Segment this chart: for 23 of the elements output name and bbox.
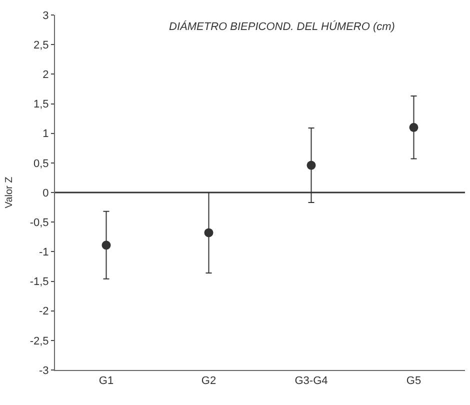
point	[204, 228, 214, 238]
y-tick-label: 0	[42, 187, 49, 200]
y-tick-label: -1	[39, 246, 49, 259]
y-tick-label: -2,5	[30, 335, 49, 348]
x-tick-label: G5	[406, 375, 422, 388]
y-tick-label: 3	[42, 10, 49, 22]
y-tick-label: 2,5	[34, 39, 49, 52]
y-tick-label: -0,5	[30, 216, 49, 229]
text: DIÁMETRO BIEPICOND. DEL HÚMERO (cm)	[169, 20, 396, 33]
point	[409, 122, 418, 132]
x-tick-label: G3-G4	[294, 375, 328, 388]
x-tick-label: G2	[201, 375, 216, 388]
y-axis-title: Valor Z	[4, 176, 15, 208]
y-tick-label: 0,5	[34, 158, 49, 170]
x-tick-label: G1	[98, 375, 114, 388]
point	[306, 160, 316, 170]
y-tick-label: 1	[42, 128, 49, 140]
y-tick-label: -3	[39, 364, 49, 377]
point	[102, 240, 111, 250]
y-tick-label: -1,5	[30, 276, 49, 288]
y-tick-label: 1,5	[34, 98, 49, 111]
y-tick-label: 2	[42, 69, 49, 82]
y-tick-label: -2	[39, 306, 49, 318]
